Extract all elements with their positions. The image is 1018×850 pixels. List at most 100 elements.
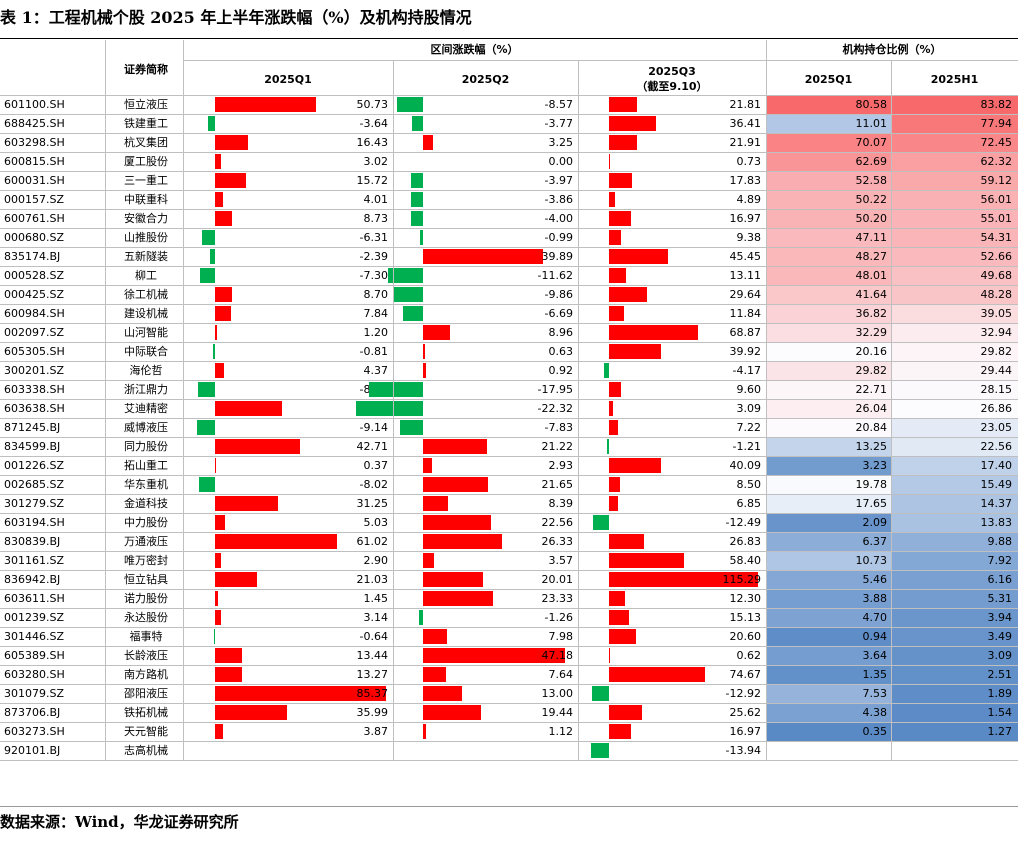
inst-holding-q1: 17.65 [767, 494, 891, 513]
q1-return-value: 16.43 [356, 136, 389, 149]
stock-code: 873706.BJ [4, 706, 61, 719]
q2-return-value: 20.01 [541, 573, 574, 586]
q1-return-value: 13.27 [356, 668, 389, 681]
top-rule [0, 38, 1018, 39]
positive-return-bar [609, 287, 648, 302]
positive-return-bar [423, 572, 484, 587]
stock-name: 徐工机械 [124, 288, 168, 301]
row-divider [0, 418, 1018, 419]
header-inst-q1: 2025Q1 [804, 73, 853, 86]
inst-holding-q1: 41.64 [767, 285, 891, 304]
stock-code: 830839.BJ [4, 535, 61, 548]
stock-code: 001226.SZ [4, 459, 65, 472]
positive-return-bar [215, 515, 226, 530]
q2-return-value: 3.25 [548, 136, 574, 149]
column-divider [578, 60, 579, 760]
table-row: 871245.BJ 威博液压 -9.14 -7.83 7.22 20.84 23.05 [0, 418, 1018, 437]
inst-holding-h1: 1.89 [892, 684, 1018, 703]
q3-return-value: 16.97 [729, 212, 762, 225]
q3-return-value: 25.62 [729, 706, 762, 719]
table-row: 603280.SH 南方路机 13.27 7.64 74.67 1.35 2.51 [0, 665, 1018, 684]
negative-return-bar [213, 344, 215, 359]
negative-return-bar [411, 116, 423, 131]
stock-code: 600761.SH [4, 212, 65, 225]
stock-name: 安徽合力 [124, 212, 168, 225]
inst-holding-q1: 6.37 [767, 532, 891, 551]
inst-holding-h1: 72.45 [892, 133, 1018, 152]
positive-return-bar [423, 667, 446, 682]
stock-code: 920101.BJ [4, 744, 61, 757]
q2-return-value: 13.00 [541, 687, 574, 700]
row-divider [0, 323, 1018, 324]
inst-holding-q1: 22.71 [767, 380, 891, 399]
row-divider [0, 475, 1018, 476]
positive-return-bar [609, 116, 657, 131]
positive-return-bar [215, 458, 216, 473]
stock-name: 五新隧装 [124, 250, 168, 263]
inst-holding-q1: 48.27 [767, 247, 891, 266]
q2-return-value: 0.92 [548, 364, 574, 377]
negative-return-bar [198, 477, 215, 492]
positive-return-bar [609, 268, 626, 283]
inst-holding-h1: 62.32 [892, 152, 1018, 171]
inst-holding-q1: 11.01 [767, 114, 891, 133]
stock-name: 山推股份 [124, 231, 168, 244]
stock-name: 恒立液压 [124, 98, 168, 111]
table-row: 605389.SH 长龄液压 13.44 47.18 0.62 3.64 3.09 [0, 646, 1018, 665]
q2-return-value [393, 741, 573, 760]
inst-holding-h1: 77.94 [892, 114, 1018, 133]
stock-name: 拓山重工 [124, 459, 168, 472]
q1-return-value: 8.73 [363, 212, 389, 225]
inst-holding-h1: 1.27 [892, 722, 1018, 741]
q1-return-value: 1.45 [363, 592, 389, 605]
row-divider [0, 95, 1018, 96]
stock-name: 金道科技 [124, 497, 168, 510]
stock-code: 605305.SH [4, 345, 65, 358]
inst-holding-h1: 39.05 [892, 304, 1018, 323]
inst-holding-h1: 15.49 [892, 475, 1018, 494]
table-row: 600984.SH 建设机械 7.84 -6.69 11.84 36.82 39.05 [0, 304, 1018, 323]
inst-holding-h1: 2.51 [892, 665, 1018, 684]
positive-return-bar [215, 724, 223, 739]
stock-code: 000680.SZ [4, 231, 65, 244]
stock-name: 铁拓机械 [124, 706, 168, 719]
inst-holding-h1: 3.09 [892, 646, 1018, 665]
table-row: 301279.SZ 金道科技 31.25 8.39 6.85 17.65 14.37 [0, 494, 1018, 513]
q2-return-value: 0.00 [548, 155, 574, 168]
positive-return-bar [423, 515, 491, 530]
stock-code: 000157.SZ [4, 193, 65, 206]
stock-code: 603194.SH [4, 516, 65, 529]
inst-holding-q1: 50.20 [767, 209, 891, 228]
stock-name: 福事特 [129, 630, 163, 643]
positive-return-bar [423, 135, 433, 150]
stock-code: 600984.SH [4, 307, 65, 320]
header-q3-note: （截至9.10） [636, 80, 708, 93]
column-divider [105, 40, 106, 760]
q1-return-value: -9.14 [359, 421, 388, 434]
positive-return-bar [423, 591, 493, 606]
stock-name: 邵阳液压 [124, 687, 168, 700]
positive-return-bar [423, 344, 425, 359]
stock-name: 华东重机 [124, 478, 168, 491]
positive-return-bar [215, 610, 222, 625]
positive-return-bar [609, 496, 618, 511]
inst-holding-q1: 47.11 [767, 228, 891, 247]
inst-holding-q1: 3.88 [767, 589, 891, 608]
q1-return-value: 8.70 [363, 288, 389, 301]
q2-return-value: -6.69 [544, 307, 573, 320]
row-divider [0, 380, 1018, 381]
negative-return-bar [399, 420, 423, 435]
positive-return-bar [609, 705, 643, 720]
inst-holding-q1: 29.82 [767, 361, 891, 380]
positive-return-bar [215, 648, 242, 663]
inst-holding-q1: 13.25 [767, 437, 891, 456]
row-divider [0, 133, 1018, 134]
stock-name: 万通液压 [124, 535, 168, 548]
q2-return-value: -4.00 [544, 212, 573, 225]
q2-return-value: 22.56 [541, 516, 574, 529]
header-inst-group: 机构持仓比例（%） [842, 43, 942, 56]
negative-return-bar [369, 382, 423, 397]
positive-return-bar [609, 211, 631, 226]
